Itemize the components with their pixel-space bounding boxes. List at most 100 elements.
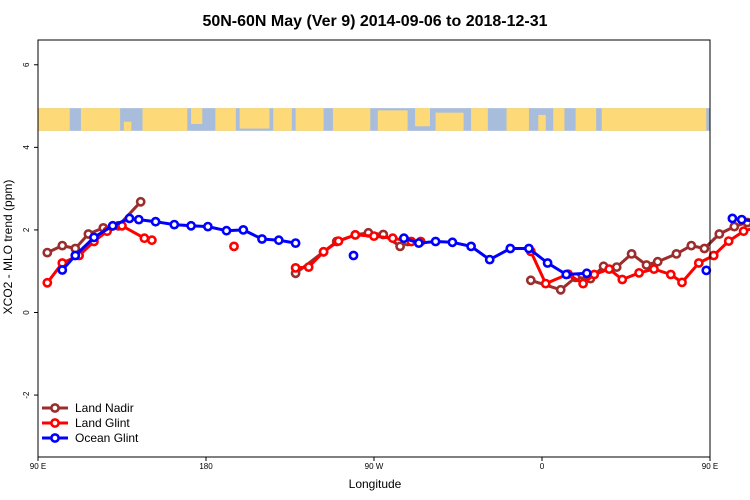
legend-item: Land Glint [42,416,130,430]
map-land [553,108,565,131]
x-tick-label: 90 E [702,462,718,471]
data-point [273,235,284,246]
legend-swatch-marker [50,403,60,413]
data-point [708,250,719,261]
data-point [89,232,99,243]
data-point [42,247,53,258]
data-point [413,238,424,248]
data-point [447,237,458,248]
map-land [38,108,70,131]
series-land-glint [42,220,750,289]
legend-item: Ocean Glint [42,431,139,445]
x-tick-label: 180 [199,462,213,471]
data-point [604,264,615,274]
data-point [555,284,566,295]
y-tick-label: 6 [22,62,31,67]
legend-swatch-marker [50,418,60,428]
data-point [466,241,476,252]
data-point [202,221,213,232]
legend-item: Land Nadir [42,401,134,415]
data-point [686,240,697,251]
data-point [186,220,196,231]
data-point [626,248,637,259]
data-point [57,240,68,251]
map-land [538,114,546,131]
data-point [727,213,738,224]
data-point [70,250,81,261]
data-point [525,275,536,286]
map-land [601,108,707,131]
map-land [575,108,597,131]
data-point [723,236,734,246]
data-point [133,214,144,225]
map-land [435,112,464,131]
data-point [303,262,314,272]
data-point [146,235,157,246]
data-point [578,278,588,289]
data-point [542,258,553,268]
x-tick-label: 90 E [30,462,46,471]
data-point [139,233,150,244]
data-point [652,256,663,267]
data-point [350,229,361,240]
legend-swatch-marker [50,433,60,443]
data-point [649,264,659,274]
data-point [736,214,747,225]
y-axis-label: XCO2 - MLO trend (ppm) [1,180,15,315]
data-point [430,236,441,247]
data-point [169,219,180,230]
data-point [729,221,740,232]
map-land [377,110,408,131]
data-point [540,278,551,289]
y-tick-label: -2 [22,391,31,399]
data-point [42,277,53,288]
data-point [524,243,534,254]
data-point [221,225,232,236]
chart-title: 50N-60N May (Ver 9) 2014-09-06 to 2018-1… [202,13,547,30]
series-ocean-glint [57,213,750,280]
data-point [677,277,687,288]
data-point [617,274,628,285]
data-point [257,234,267,244]
data-point [318,246,329,257]
x-axis-label: Longitude [349,477,402,491]
map-land [239,108,270,129]
data-point [395,241,405,252]
data-point [671,248,682,259]
data-point [150,216,161,227]
y-axis: -2 0 2 4 6 [22,62,38,399]
series-layer [42,196,750,295]
y-tick-label: 4 [22,145,31,150]
data-point [333,236,344,246]
data-point [57,265,68,275]
series-line [530,217,750,292]
data-point [581,268,592,279]
series-land-nadir [42,196,750,295]
data-point [387,233,398,244]
data-point [561,269,572,280]
data-point [611,262,622,272]
y-tick-label: 2 [22,227,31,232]
data-point [714,229,725,239]
world-map-strip [38,108,710,131]
map-land [506,108,529,131]
data-point [290,238,301,248]
data-point [699,243,710,254]
data-point [238,224,249,235]
plot-frame [37,39,711,458]
legend-label: Land Nadir [75,401,134,415]
map-land [295,108,324,131]
map-land [273,108,292,131]
data-point [665,269,676,280]
map-land [415,108,430,127]
data-point [641,260,652,270]
map-land [191,108,203,125]
x-axis: 90 E 180 90 W 0 90 E [30,457,718,471]
data-point [398,233,409,244]
map-land [215,108,236,131]
legend-label: Ocean Glint [75,431,139,445]
data-point [229,241,239,252]
data-point [124,213,135,224]
